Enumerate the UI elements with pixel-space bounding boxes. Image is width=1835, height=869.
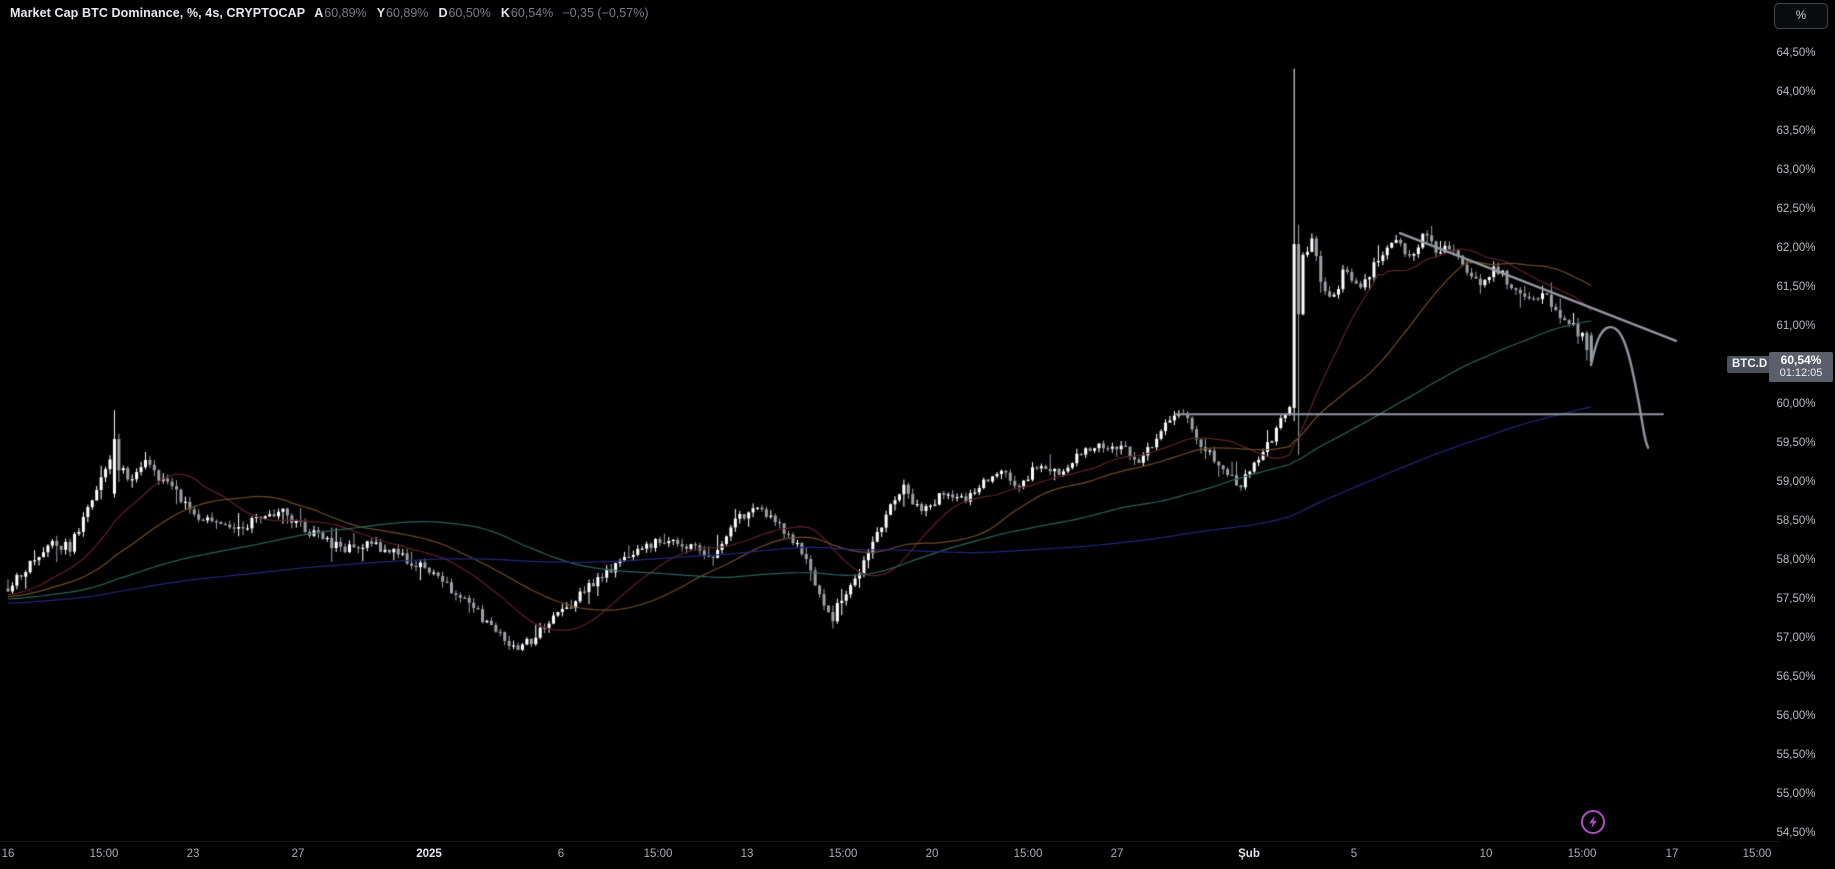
high-value: Y60,89% (376, 6, 429, 20)
time-axis[interactable]: 16 15:00 23 27 2025 6 15:00 13 15:00 20 15:00 27 Şub… (0, 841, 1780, 869)
price-tick: 64,00% (1776, 86, 1816, 98)
price-tick: 55,50% (1776, 749, 1816, 761)
price-tick: 57,50% (1776, 593, 1816, 605)
price-tick: 62,00% (1776, 242, 1816, 254)
time-tick: 23 (186, 848, 200, 860)
close-value: K60,54% (500, 6, 554, 20)
price-tick: 58,00% (1776, 554, 1816, 566)
symbol-badge: BTC.D (1727, 356, 1773, 373)
time-tick: 27 (291, 848, 305, 860)
legend: Market Cap BTC Dominance, %, 4s, CRYPTOC… (10, 6, 648, 20)
price-tick: 59,00% (1776, 476, 1816, 488)
time-tick: 16 (1, 848, 15, 860)
lightning-icon[interactable] (1578, 807, 1608, 837)
last-price-label: 60,54% 01:12:05 (1769, 352, 1833, 382)
price-tick: 57,00% (1776, 632, 1816, 644)
ohlc-values: A60,89% Y60,89% D60,50% K60,54% (314, 6, 553, 20)
time-tick: 27 (1110, 848, 1124, 860)
low-value: D60,50% (438, 6, 491, 20)
time-tick: 15:00 (1013, 848, 1043, 860)
price-tick: 59,50% (1776, 437, 1816, 449)
price-tick: 58,50% (1776, 515, 1816, 527)
bar-countdown: 01:12:05 (1779, 367, 1823, 379)
open-value: A60,89% (314, 6, 367, 20)
price-tick: 60,00% (1776, 398, 1816, 410)
price-tick: 62,50% (1776, 203, 1816, 215)
price-tick: 55,00% (1776, 788, 1816, 800)
price-tick: 63,50% (1776, 125, 1816, 137)
time-tick: 20 (925, 848, 939, 860)
price-tick: 56,50% (1776, 671, 1816, 683)
price-tick: 54,50% (1776, 827, 1816, 839)
last-price-value: 60,54% (1780, 353, 1822, 367)
time-tick: 17 (1665, 848, 1679, 860)
time-tick: 6 (557, 848, 565, 860)
change-value: −0,35 (−0,57%) (562, 6, 649, 20)
time-tick: 2025 (416, 848, 442, 860)
time-tick: 13 (740, 848, 754, 860)
time-tick: 5 (1350, 848, 1358, 860)
price-tick: 63,00% (1776, 164, 1816, 176)
price-scale-unit-button[interactable]: % (1774, 3, 1828, 29)
time-tick: 15:00 (1567, 848, 1597, 860)
price-tick: 61,50% (1776, 281, 1816, 293)
symbol-title[interactable]: Market Cap BTC Dominance, %, 4s, CRYPTOC… (10, 6, 306, 20)
time-tick: Şub (1238, 848, 1260, 860)
time-tick: 10 (1479, 848, 1493, 860)
price-axis[interactable]: 64,50% 64,00% 63,50% 63,00% 62,50% 62,00% 61,5… (1757, 0, 1835, 841)
time-tick: 15:00 (643, 848, 673, 860)
price-tick: 56,00% (1776, 710, 1816, 722)
price-tick: 61,00% (1776, 320, 1816, 332)
price-tick: 64,50% (1776, 47, 1816, 59)
time-tick: 15:00 (89, 848, 119, 860)
time-tick: 15:00 (828, 848, 858, 860)
time-tick: 15:00 (1742, 848, 1772, 860)
